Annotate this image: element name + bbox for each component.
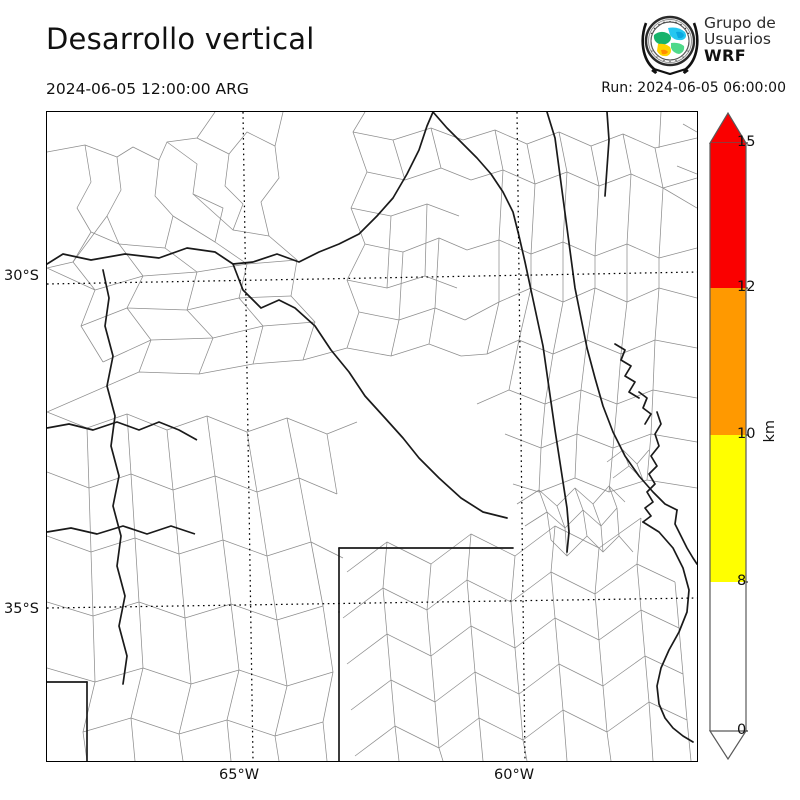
colorbar-unit-label: km <box>762 420 778 443</box>
department-boundaries <box>47 112 697 761</box>
globe-seal-icon <box>641 15 699 75</box>
province-boundaries <box>47 112 697 761</box>
colorbar-band-12-15 <box>710 143 746 288</box>
lat-label-30s: 30°S <box>4 268 39 284</box>
lat-label-35s: 35°S <box>4 601 39 617</box>
lon-label-60w: 60°W <box>494 767 535 783</box>
run-time-label: Run: 2024-06-05 06:00:00 <box>601 80 786 96</box>
province-boundaries-west <box>47 421 198 535</box>
colorbar-tick-10: 10 <box>737 426 756 442</box>
map-canvas <box>47 112 697 761</box>
page-title: Desarrollo vertical <box>46 22 315 56</box>
wrf-user-group-logo: Grupo de Usuarios WRF <box>636 11 800 77</box>
colorbar-band-10-12 <box>710 288 746 435</box>
valid-time-label: 2024-06-05 12:00:00 ARG <box>46 80 249 98</box>
logo-line-1: Grupo de <box>704 14 776 32</box>
colorbar-tick-12: 12 <box>737 279 756 295</box>
colorbar-tick-0: 0 <box>737 722 747 738</box>
graticule <box>47 112 697 761</box>
colorbar[interactable] <box>708 111 748 761</box>
colorbar-outline <box>709 143 747 731</box>
colorbar-tick-8: 8 <box>737 573 747 589</box>
colorbar-band-8-10 <box>710 435 746 582</box>
logo-line-3: WRF <box>704 45 747 65</box>
logo-line-2: Usuarios <box>704 30 771 49</box>
colorbar-extend-bottom <box>708 730 748 761</box>
map-panel[interactable] <box>46 111 698 762</box>
logo-text: Grupo de Usuarios WRF <box>704 15 776 65</box>
colorbar-band-0-8 <box>710 582 746 731</box>
colorbar-ticks <box>746 142 748 732</box>
colorbar-tick-15: 15 <box>737 134 756 150</box>
lon-label-65w: 65°W <box>219 767 260 783</box>
